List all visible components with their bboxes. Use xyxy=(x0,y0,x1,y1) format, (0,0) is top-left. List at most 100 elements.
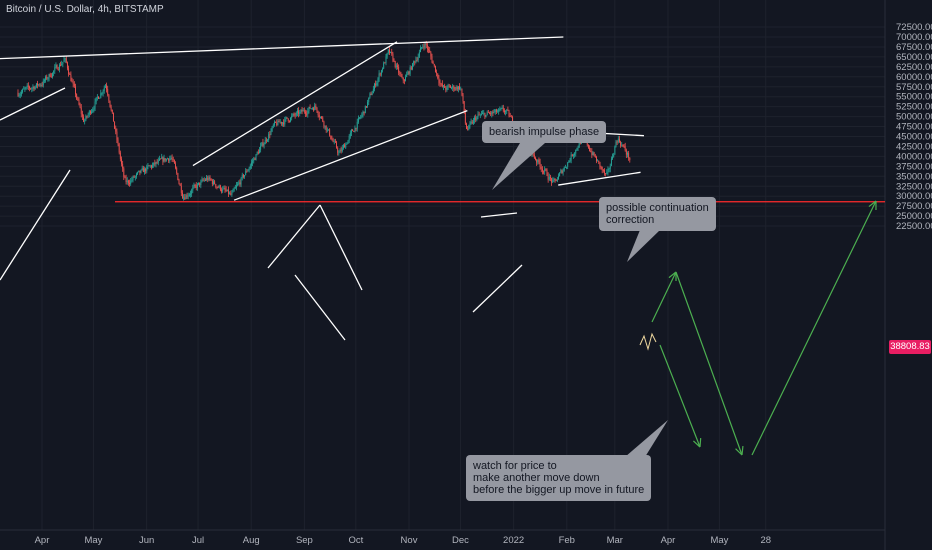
candle-body xyxy=(615,141,617,147)
x-tick-label: Sep xyxy=(296,535,313,546)
candle-body xyxy=(487,112,489,114)
candle-body xyxy=(620,141,622,146)
candle-body xyxy=(508,110,510,117)
candle-body xyxy=(483,113,485,114)
candle-body xyxy=(308,106,310,111)
candle-body xyxy=(168,158,170,161)
candle-body xyxy=(495,109,497,112)
candle-body xyxy=(553,178,555,181)
candle-body xyxy=(192,187,194,191)
candle-body xyxy=(391,51,393,54)
candle-body xyxy=(30,88,32,90)
candle-body xyxy=(247,170,249,172)
candle-body xyxy=(501,107,503,109)
candle-body xyxy=(239,182,241,185)
candle-body xyxy=(441,83,443,87)
candle-body xyxy=(477,114,479,118)
candle-body xyxy=(324,125,326,127)
candle-body xyxy=(354,127,356,132)
candle-body xyxy=(296,110,298,113)
candle-body xyxy=(213,181,214,184)
candle-body xyxy=(360,116,362,118)
candle-body xyxy=(332,140,334,142)
candle-body xyxy=(43,80,45,82)
candle-body xyxy=(295,112,297,116)
candle-body xyxy=(512,117,513,124)
candle-body xyxy=(598,160,600,162)
candle-body xyxy=(318,115,320,118)
candle-body xyxy=(461,88,463,95)
candle-body xyxy=(198,182,199,185)
x-tick-label: Nov xyxy=(401,535,418,546)
candle-body xyxy=(628,153,630,158)
x-tick-label: Apr xyxy=(35,535,50,546)
candle-body xyxy=(140,170,142,173)
candle-body xyxy=(232,189,234,193)
candle-body xyxy=(149,165,151,167)
candle-body xyxy=(384,62,386,64)
candle-body xyxy=(410,67,412,70)
y-tick-label: 32500.00 xyxy=(896,181,932,192)
trendline xyxy=(233,110,468,201)
candle-body xyxy=(278,120,280,123)
candle-body xyxy=(294,114,296,116)
trendline xyxy=(267,204,321,269)
candle-body xyxy=(444,85,446,88)
candle-body xyxy=(222,189,224,192)
candle-body xyxy=(210,178,212,181)
candle-body xyxy=(242,174,244,177)
candle-body xyxy=(556,179,558,182)
candle-body xyxy=(424,43,426,48)
candle-body xyxy=(466,123,467,129)
candle-body xyxy=(78,99,80,105)
candle-body xyxy=(301,109,303,112)
candle-body xyxy=(408,71,410,74)
candle-body xyxy=(369,93,371,98)
candle-body xyxy=(126,180,128,182)
candle-body xyxy=(167,158,168,160)
candle-body xyxy=(114,121,116,129)
candle-body xyxy=(417,56,419,61)
candle-body xyxy=(313,108,314,111)
candle-body xyxy=(39,84,41,86)
candle-body xyxy=(288,120,290,122)
candle-body xyxy=(164,158,166,161)
candle-body xyxy=(131,179,133,181)
candle-body xyxy=(130,180,132,184)
candle-body xyxy=(250,162,252,166)
candle-body xyxy=(223,188,225,190)
candle-body xyxy=(498,109,500,112)
candle-body xyxy=(88,111,90,115)
candle-body xyxy=(362,111,364,115)
candle-body xyxy=(302,110,304,112)
candle-body xyxy=(413,61,415,64)
candle-body xyxy=(459,86,461,89)
candle-body xyxy=(20,92,22,95)
candle-body xyxy=(145,168,147,172)
candle-body xyxy=(322,117,324,122)
candle-body xyxy=(273,121,275,125)
candle-body xyxy=(218,185,220,188)
candle-body xyxy=(533,154,535,158)
candle-body xyxy=(421,47,423,48)
candle-body xyxy=(125,177,127,182)
candle-body xyxy=(356,121,358,129)
candle-body xyxy=(196,184,198,188)
candle-body xyxy=(60,64,61,66)
candle-body xyxy=(309,106,311,109)
candle-body xyxy=(621,144,623,146)
candle-body xyxy=(562,170,564,174)
x-tick-label: 2022 xyxy=(503,535,524,546)
candle-body xyxy=(317,111,319,116)
candle-body xyxy=(572,155,574,156)
candle-body xyxy=(593,152,595,156)
candle-body xyxy=(569,160,571,162)
candle-body xyxy=(575,149,577,154)
candle-body xyxy=(484,113,486,118)
candle-body xyxy=(339,150,341,153)
candle-body xyxy=(156,161,158,163)
candle-body xyxy=(478,114,480,116)
candle-body xyxy=(161,157,163,159)
trendline xyxy=(192,41,398,167)
